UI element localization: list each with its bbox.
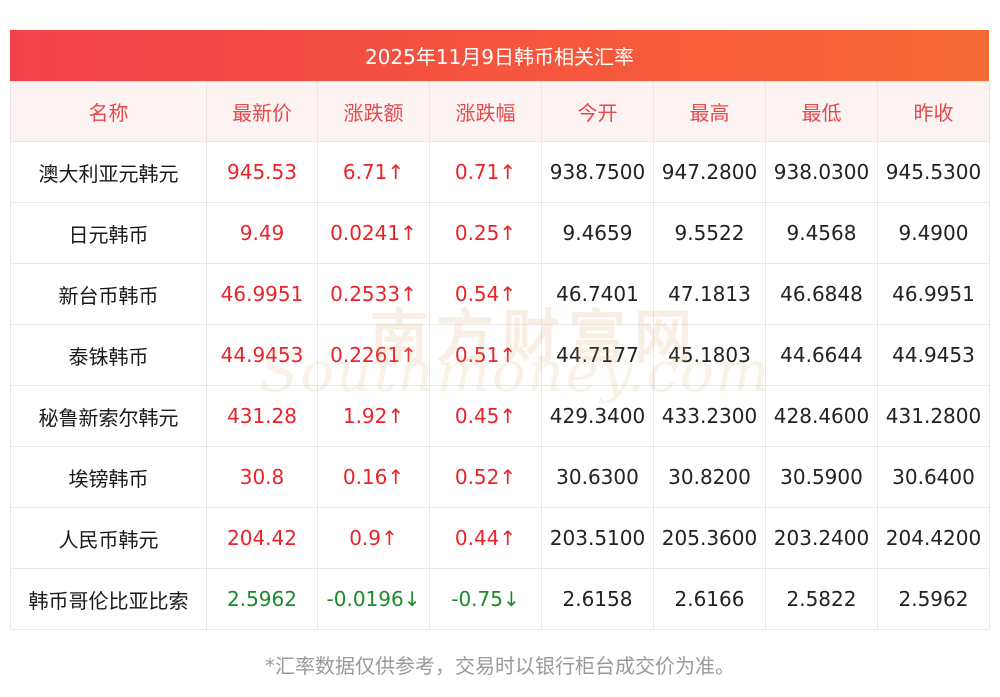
cell-latest: 2.5962 — [206, 568, 318, 630]
cell-name: 人民币韩元 — [10, 507, 207, 569]
cell-open: 2.6158 — [541, 568, 654, 630]
cell-prev-close: 9.4900 — [877, 202, 990, 264]
header-open: 今开 — [541, 81, 654, 142]
cell-open: 44.7177 — [541, 324, 654, 386]
cell-high: 433.2300 — [653, 385, 766, 447]
header-change-pct: 涨跌幅 — [429, 81, 542, 142]
cell-open: 46.7401 — [541, 263, 654, 325]
cell-change-pct: 0.52↑ — [429, 446, 542, 508]
cell-prev-close: 945.5300 — [877, 141, 990, 203]
cell-high: 9.5522 — [653, 202, 766, 264]
table-row: 人民币韩元 204.42 0.9↑ 0.44↑ 203.5100 205.3600 203.… — [10, 507, 990, 569]
cell-prev-close: 431.2800 — [877, 385, 990, 447]
cell-high: 45.1803 — [653, 324, 766, 386]
cell-change: 0.9↑ — [317, 507, 430, 569]
cell-high: 947.2800 — [653, 141, 766, 203]
cell-open: 9.4659 — [541, 202, 654, 264]
cell-prev-close: 44.9453 — [877, 324, 990, 386]
cell-low: 30.5900 — [765, 446, 878, 508]
cell-latest: 30.8 — [206, 446, 318, 508]
table-row: 秘鲁新索尔韩元 431.28 1.92↑ 0.45↑ 429.3400 433.2300 4… — [10, 385, 990, 447]
header-row: 名称 最新价 涨跌额 涨跌幅 今开 最高 最低 昨收 — [10, 81, 990, 142]
cell-open: 938.7500 — [541, 141, 654, 203]
cell-change-pct: 0.54↑ — [429, 263, 542, 325]
cell-low: 2.5822 — [765, 568, 878, 630]
cell-high: 2.6166 — [653, 568, 766, 630]
cell-change-pct: 0.71↑ — [429, 141, 542, 203]
cell-change: 6.71↑ — [317, 141, 430, 203]
cell-change: 0.16↑ — [317, 446, 430, 508]
header-latest: 最新价 — [206, 81, 318, 142]
cell-low: 46.6848 — [765, 263, 878, 325]
cell-change-pct: 0.25↑ — [429, 202, 542, 264]
cell-latest: 46.9951 — [206, 263, 318, 325]
table-row: 泰铢韩币 44.9453 0.2261↑ 0.51↑ 44.7177 45.1803 44.… — [10, 324, 990, 386]
cell-name: 日元韩币 — [10, 202, 207, 264]
table-row: 澳大利亚元韩元 945.53 6.71↑ 0.71↑ 938.7500 947.2800 9… — [10, 141, 990, 203]
table-row: 日元韩币 9.49 0.0241↑ 0.25↑ 9.4659 9.5522 9.4568 9.… — [10, 202, 990, 264]
header-prev-close: 昨收 — [877, 81, 990, 142]
cell-change-pct: 0.45↑ — [429, 385, 542, 447]
table-title: 2025年11月9日韩币相关汇率 — [10, 30, 989, 81]
cell-latest: 945.53 — [206, 141, 318, 203]
cell-name: 秘鲁新索尔韩元 — [10, 385, 207, 447]
cell-low: 9.4568 — [765, 202, 878, 264]
exchange-rate-table: 名称 最新价 涨跌额 涨跌幅 今开 最高 最低 昨收 澳大利亚元韩元 945.53… — [10, 81, 990, 630]
cell-name: 澳大利亚元韩元 — [10, 141, 207, 203]
header-high: 最高 — [653, 81, 766, 142]
cell-prev-close: 204.4200 — [877, 507, 990, 569]
cell-latest: 204.42 — [206, 507, 318, 569]
table-body: 澳大利亚元韩元 945.53 6.71↑ 0.71↑ 938.7500 947.2800 9… — [10, 141, 990, 630]
cell-low: 428.4600 — [765, 385, 878, 447]
cell-low: 938.0300 — [765, 141, 878, 203]
footnote: *汇率数据仅供参考，交易时以银行柜台成交价为准。 — [265, 654, 735, 678]
cell-latest: 9.49 — [206, 202, 318, 264]
table-row: 埃镑韩币 30.8 0.16↑ 0.52↑ 30.6300 30.8200 30.5900 3… — [10, 446, 990, 508]
cell-name: 埃镑韩币 — [10, 446, 207, 508]
cell-low: 203.2400 — [765, 507, 878, 569]
cell-change: -0.0196↓ — [317, 568, 430, 630]
cell-prev-close: 46.9951 — [877, 263, 990, 325]
cell-high: 30.8200 — [653, 446, 766, 508]
cell-prev-close: 30.6400 — [877, 446, 990, 508]
cell-name: 新台币韩币 — [10, 263, 207, 325]
cell-name: 韩币哥伦比亚比索 — [10, 568, 207, 630]
rate-table-container: 2025年11月9日韩币相关汇率 名称 最新价 涨跌额 涨跌幅 今开 最高 最低… — [10, 30, 990, 630]
header-low: 最低 — [765, 81, 878, 142]
cell-open: 30.6300 — [541, 446, 654, 508]
cell-change: 0.2533↑ — [317, 263, 430, 325]
cell-change: 0.2261↑ — [317, 324, 430, 386]
header-change: 涨跌额 — [317, 81, 430, 142]
header-name: 名称 — [10, 81, 207, 142]
table-row: 韩币哥伦比亚比索 2.5962 -0.0196↓ -0.75↓ 2.6158 2.6166… — [10, 568, 990, 630]
cell-open: 429.3400 — [541, 385, 654, 447]
cell-high: 47.1813 — [653, 263, 766, 325]
cell-name: 泰铢韩币 — [10, 324, 207, 386]
cell-high: 205.3600 — [653, 507, 766, 569]
cell-low: 44.6644 — [765, 324, 878, 386]
cell-open: 203.5100 — [541, 507, 654, 569]
table-row: 新台币韩币 46.9951 0.2533↑ 0.54↑ 46.7401 47.1813 46… — [10, 263, 990, 325]
cell-change: 0.0241↑ — [317, 202, 430, 264]
cell-latest: 44.9453 — [206, 324, 318, 386]
cell-change-pct: -0.75↓ — [429, 568, 542, 630]
cell-latest: 431.28 — [206, 385, 318, 447]
cell-prev-close: 2.5962 — [877, 568, 990, 630]
cell-change-pct: 0.44↑ — [429, 507, 542, 569]
cell-change-pct: 0.51↑ — [429, 324, 542, 386]
cell-change: 1.92↑ — [317, 385, 430, 447]
